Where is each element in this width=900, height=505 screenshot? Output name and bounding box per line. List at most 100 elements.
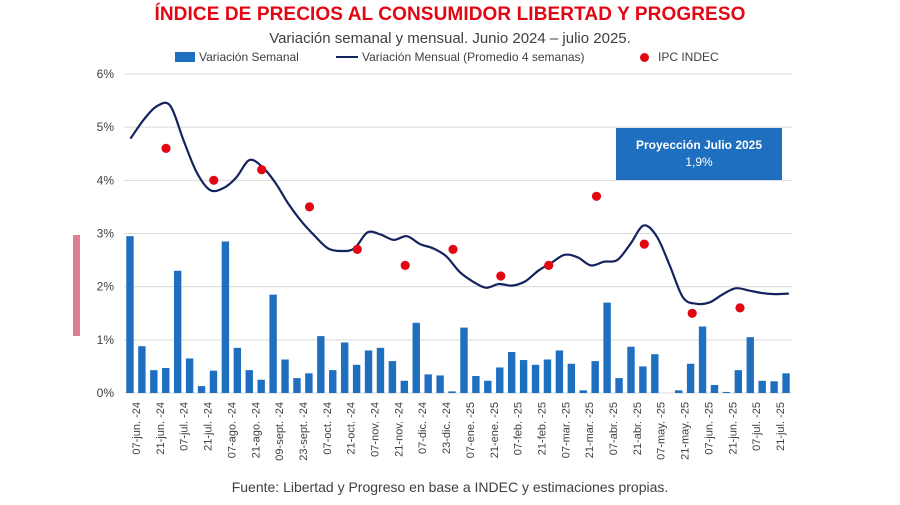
legend-dot-swatch (640, 52, 649, 62)
weekly-bar (412, 322, 420, 393)
chart-subtitle: Variación semanal y mensual. Junio 2024 … (269, 30, 631, 47)
weekly-bar (293, 378, 301, 393)
x-tick-label: 21-abr. -25 (632, 402, 644, 455)
weekly-bar (340, 342, 349, 393)
weekly-bar (484, 380, 492, 393)
ipc-dot (735, 303, 745, 313)
weekly-bar (245, 370, 253, 393)
weekly-bar (400, 380, 409, 393)
weekly-bar (543, 359, 552, 393)
x-tick-label: 21-mar. -25 (584, 402, 596, 458)
weekly-bar (782, 373, 790, 393)
legend-ipc-label: IPC INDEC (658, 50, 719, 64)
side-accent-bar (73, 235, 80, 336)
weekly-bar (150, 370, 158, 393)
weekly-bar (591, 361, 599, 393)
legend-line-swatch (336, 56, 358, 58)
ipc-dot (400, 260, 410, 270)
legend-item-ipc: IPC INDEC (640, 50, 719, 64)
weekly-bar (674, 390, 683, 393)
monthly-line (129, 101, 790, 306)
legend-item-weekly: Variación Semanal (175, 50, 299, 64)
chart-title: ÍNDICE DE PRECIOS AL CONSUMIDOR LIBERTAD… (154, 4, 746, 25)
weekly-bar (710, 385, 719, 393)
weekly-bar (579, 390, 587, 393)
weekly-bar (770, 381, 778, 393)
weekly-bar (364, 350, 373, 393)
weekly-bar (627, 346, 635, 393)
x-tick-label: 09-sept. -24 (274, 402, 286, 461)
x-tick-label: 21-ene. -25 (489, 402, 501, 458)
x-tick-label: 07-jul. -25 (751, 402, 763, 451)
x-tick-label: 07-jul. -24 (179, 402, 191, 451)
weekly-bar (424, 374, 432, 393)
x-tick-label: 07-ene. -25 (465, 402, 477, 458)
legend-weekly-label: Variación Semanal (199, 50, 299, 64)
y-tick-label: 6% (97, 67, 115, 81)
weekly-bar (460, 327, 468, 393)
projection-title: Proyección Julio 2025 (635, 138, 763, 152)
x-tick-label: 21-feb. -25 (537, 402, 549, 455)
x-tick-label: 07-ago. -24 (226, 402, 238, 458)
x-tick-label: 07-abr. -25 (608, 402, 620, 455)
weekly-bar (269, 294, 277, 393)
x-tick-label: 23-dic. -24 (441, 402, 453, 454)
weekly-bar (639, 366, 647, 393)
y-tick-label: 3% (97, 227, 115, 241)
y-tick-label: 5% (97, 120, 115, 134)
legend-bar-swatch (175, 52, 195, 62)
projection-value: 1,9% (685, 155, 713, 169)
weekly-bar (185, 358, 194, 393)
x-tick-label: 07-jun. -25 (703, 402, 715, 455)
ipc-dot (639, 239, 649, 249)
x-tick-label: 21-jun. -24 (155, 402, 167, 455)
weekly-bar (162, 368, 170, 393)
source-note: Fuente: Libertad y Progreso en base a IN… (231, 479, 669, 495)
weekly-bar (496, 367, 504, 393)
grid-layer: 0% 1% 2% 3% 4% 5% 6% (97, 67, 792, 400)
weekly-bar (722, 391, 731, 393)
y-tick-label: 1% (97, 333, 115, 347)
weekly-bars (126, 236, 790, 393)
x-tick-label: 07-mar. -25 (560, 402, 572, 458)
weekly-bar (329, 370, 337, 393)
weekly-bar (698, 326, 707, 393)
x-axis-labels: 07-jun. -24 21-jun. -24 07-jul. -24 21-jul.… (131, 402, 787, 461)
x-tick-label: 07-jun. -24 (131, 402, 143, 455)
y-tick-label: 4% (97, 173, 115, 187)
x-tick-label: 21-jul. -24 (203, 402, 215, 451)
ipc-dot (209, 175, 219, 185)
weekly-bar (448, 391, 456, 393)
weekly-bar (555, 350, 564, 393)
weekly-bar (317, 336, 325, 393)
weekly-bar (138, 346, 146, 393)
x-tick-label: 07-oct. -24 (322, 402, 334, 455)
ipc-dot (448, 244, 458, 254)
x-tick-label: 21-jun. -25 (727, 402, 739, 455)
weekly-bar (281, 359, 289, 393)
weekly-bar (472, 375, 480, 393)
ipc-dot (257, 165, 267, 175)
x-tick-label: 21-jul. -25 (775, 402, 787, 451)
ipc-dot (544, 260, 554, 270)
weekly-bar (221, 241, 230, 393)
weekly-bar (531, 364, 540, 393)
ipc-dot (591, 191, 602, 201)
ipc-dot (304, 202, 315, 212)
weekly-bar (651, 354, 659, 393)
x-tick-label: 07-feb. -25 (513, 402, 525, 455)
weekly-bar (567, 363, 576, 393)
x-tick-label: 23-sept. -24 (298, 402, 310, 461)
weekly-bar (758, 380, 766, 393)
weekly-bar (388, 361, 397, 393)
x-tick-label: 07-dic. -24 (417, 402, 429, 454)
weekly-bar (209, 370, 218, 393)
weekly-bar (376, 347, 385, 393)
legend-monthly-label: Variación Mensual (Promedio 4 semanas) (362, 50, 585, 64)
weekly-bar (233, 347, 242, 393)
x-tick-label: 21-nov. -24 (393, 402, 405, 457)
weekly-bar (686, 363, 695, 393)
y-tick-label: 2% (97, 280, 115, 294)
ipc-dot (496, 271, 506, 281)
